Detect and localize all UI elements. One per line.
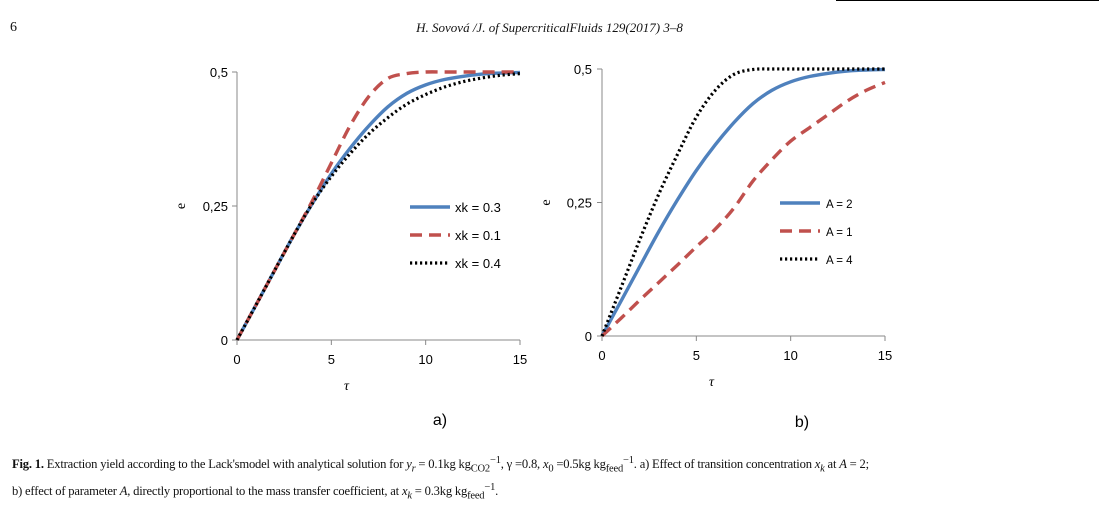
header-rule bbox=[836, 0, 1099, 1]
chart-a-legend-label-1: xk = 0.3 bbox=[455, 200, 501, 215]
chart-a-y-axis-label: e bbox=[174, 203, 189, 209]
chart-b-panel-label: b) bbox=[795, 414, 809, 431]
chart-b-y-tick-label: 0,25 bbox=[567, 196, 592, 211]
chart-a-x-tick-label: 10 bbox=[418, 352, 432, 367]
chart-a-x-tick-label: 5 bbox=[328, 352, 335, 367]
page-number: 6 bbox=[10, 20, 17, 35]
chart-a-x-tick-label: 15 bbox=[513, 352, 527, 367]
chart-b-series-line-3 bbox=[600, 67, 885, 337]
chart-b-legend-label-1: A = 2 bbox=[826, 199, 853, 211]
running-header: H. Sovová /J. of SupercriticalFluids 129… bbox=[416, 20, 683, 35]
chart-a-y-tick-label: 0,25 bbox=[203, 199, 228, 214]
chart-b-x-axis-label: τ bbox=[709, 375, 715, 390]
chart-b-x-tick-label: 0 bbox=[598, 348, 605, 363]
chart-a-x-axis-label: τ bbox=[344, 379, 350, 394]
chart-b-x-tick-label: 10 bbox=[783, 348, 797, 363]
chart-b-legend-label-2: A = 1 bbox=[826, 227, 853, 239]
chart-b-series-line-2 bbox=[600, 80, 886, 338]
caption-text: Extraction yield according to the Lack's… bbox=[12, 455, 869, 502]
chart-a-legend-label-2: xk = 0.1 bbox=[455, 228, 501, 243]
chart-b-y-tick-label: 0,5 bbox=[574, 62, 592, 77]
chart-a-y-tick-label: 0 bbox=[221, 333, 228, 348]
chart-a-panel-label: a) bbox=[433, 412, 447, 429]
chart-b-y-tick-label: 0 bbox=[585, 329, 592, 344]
chart-a-legend-label-3: xk = 0.4 bbox=[455, 256, 501, 271]
chart-a-x-tick-label: 0 bbox=[233, 352, 240, 367]
figure-charts: 0 0,25 0,5 0 5 10 15 e τ a) xk = 0.3 xk = 0.1 xk = 0… bbox=[174, 62, 892, 431]
chart-b-x-tick-label: 15 bbox=[878, 348, 892, 363]
chart-b-legend-label-3: A = 4 bbox=[826, 255, 853, 267]
chart-a-series-line-2 bbox=[235, 70, 520, 341]
chart-b-y-axis-label: e bbox=[539, 199, 554, 205]
figure-caption: Fig. 1. Extraction yield according to th… bbox=[12, 452, 1087, 505]
chart-b-x-tick-label: 5 bbox=[693, 348, 700, 363]
caption-label: Fig. 1. bbox=[12, 457, 44, 472]
chart-a-y-tick-label: 0,5 bbox=[210, 65, 228, 80]
chart-b-series-line-1 bbox=[600, 67, 886, 337]
